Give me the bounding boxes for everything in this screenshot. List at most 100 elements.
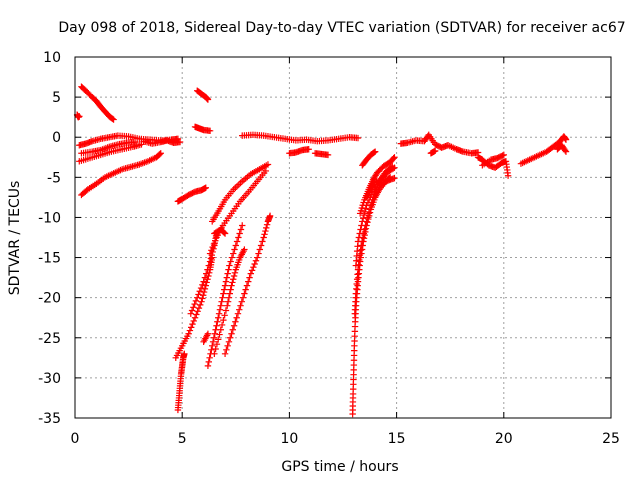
- data-point-s23: [262, 227, 269, 235]
- data-point-s16: [192, 297, 200, 305]
- data-point-s16: [188, 307, 196, 314]
- data-point-s25: [356, 256, 363, 264]
- data-point-s19: [229, 279, 236, 286]
- data-point-s16: [194, 294, 201, 301]
- data-point-s23: [251, 260, 258, 268]
- data-point-s6: [157, 150, 164, 157]
- data-point-s17: [209, 243, 216, 251]
- data-point-s20: [221, 282, 229, 289]
- data-point-s20: [232, 242, 239, 249]
- data-point-s29: [371, 148, 379, 155]
- data-point-s16: [195, 291, 202, 298]
- data-point-s23: [236, 306, 243, 313]
- data-point-s15: [193, 311, 200, 318]
- data-point-s23: [228, 330, 235, 337]
- data-point-s25: [358, 242, 365, 249]
- data-point-s20: [210, 334, 218, 341]
- data-point-s19: [221, 312, 228, 319]
- x-tick-label: 0: [71, 431, 80, 447]
- data-point-s16: [197, 284, 205, 292]
- data-point-s23: [246, 274, 253, 281]
- y-tick-label: 5: [52, 90, 61, 106]
- x-axis-label: GPS time / hours: [281, 459, 398, 475]
- data-point-s16: [201, 274, 209, 281]
- data-point-s23: [242, 286, 249, 293]
- data-point-s35: [562, 148, 570, 155]
- data-point-s25: [357, 247, 364, 254]
- data-point-s26: [389, 162, 396, 170]
- data-point-s20: [223, 274, 230, 281]
- data-point-s15: [203, 279, 210, 286]
- data-point-s20: [213, 322, 220, 329]
- data-point-s14: [181, 350, 188, 358]
- data-point-s1: [76, 113, 83, 120]
- data-point-s26: [355, 234, 363, 241]
- data-point-s15: [190, 317, 197, 325]
- data-point-s15: [199, 295, 206, 302]
- data-point-s16: [187, 310, 194, 317]
- data-point-s20: [221, 286, 228, 293]
- data-point-s23: [263, 221, 271, 228]
- grid-lines: [75, 57, 611, 418]
- data-point-s20: [216, 306, 224, 313]
- data-point-s23: [260, 234, 267, 241]
- data-point-s20: [207, 350, 214, 358]
- data-point-s20: [205, 358, 212, 366]
- data-point-s15: [186, 327, 194, 334]
- data-point-s23: [243, 282, 251, 289]
- data-point-s15: [188, 324, 195, 331]
- data-point-s20: [226, 262, 233, 269]
- data-point-s19: [224, 298, 232, 305]
- data-point-s5: [138, 141, 145, 148]
- y-tick-label: -30: [38, 371, 61, 387]
- data-point-s23: [259, 238, 266, 245]
- data-point-s15: [206, 269, 213, 276]
- data-point-s20: [224, 270, 231, 277]
- data-points: [73, 83, 570, 418]
- data-point-s9: [206, 127, 214, 135]
- data-point-s20: [217, 302, 224, 309]
- chart-title: Day 098 of 2018, Sidereal Day-to-day VTE…: [58, 20, 625, 36]
- data-point-s26: [358, 222, 365, 229]
- data-point-s16: [196, 288, 203, 295]
- y-tick-label: -35: [38, 411, 61, 427]
- data-point-s23: [230, 322, 238, 329]
- data-point-s19: [215, 336, 222, 343]
- data-point-s15: [198, 298, 205, 305]
- data-point-s23: [237, 302, 244, 309]
- data-point-s20: [225, 266, 232, 273]
- data-point-s20: [222, 278, 230, 285]
- data-point-s23: [247, 270, 255, 277]
- data-point-s20: [228, 254, 236, 261]
- data-point-s23: [255, 250, 262, 257]
- data-point-s19: [231, 269, 239, 276]
- data-point-s20: [219, 294, 226, 301]
- data-point-s15: [195, 304, 203, 312]
- data-point-s20: [220, 290, 227, 297]
- data-point-s23: [248, 267, 256, 274]
- data-point-s25: [354, 266, 362, 273]
- data-point-s26: [357, 226, 364, 233]
- data-point-s16: [205, 262, 212, 269]
- data-point-s33: [500, 151, 507, 159]
- y-tick-label: -20: [38, 291, 61, 307]
- data-point-s17: [208, 247, 215, 254]
- data-point-s17: [212, 237, 219, 244]
- data-point-s19: [222, 307, 230, 314]
- y-tick-label: 10: [43, 50, 61, 66]
- data-point-s16: [190, 304, 197, 311]
- axis-ticks: [74, 56, 612, 419]
- data-point-s23: [250, 263, 257, 271]
- data-point-s2: [110, 116, 117, 123]
- y-tick-label: -15: [38, 251, 61, 267]
- data-point-s16: [207, 255, 215, 262]
- x-tick-label: 25: [602, 431, 620, 447]
- x-tick-label: 15: [388, 431, 406, 447]
- data-point-s20: [204, 362, 212, 370]
- data-point-s7: [176, 138, 184, 146]
- data-point-s26: [360, 211, 368, 219]
- data-point-s20: [231, 246, 238, 253]
- data-point-s26: [387, 164, 395, 171]
- data-point-s20: [214, 318, 221, 325]
- data-point-s19: [230, 272, 238, 280]
